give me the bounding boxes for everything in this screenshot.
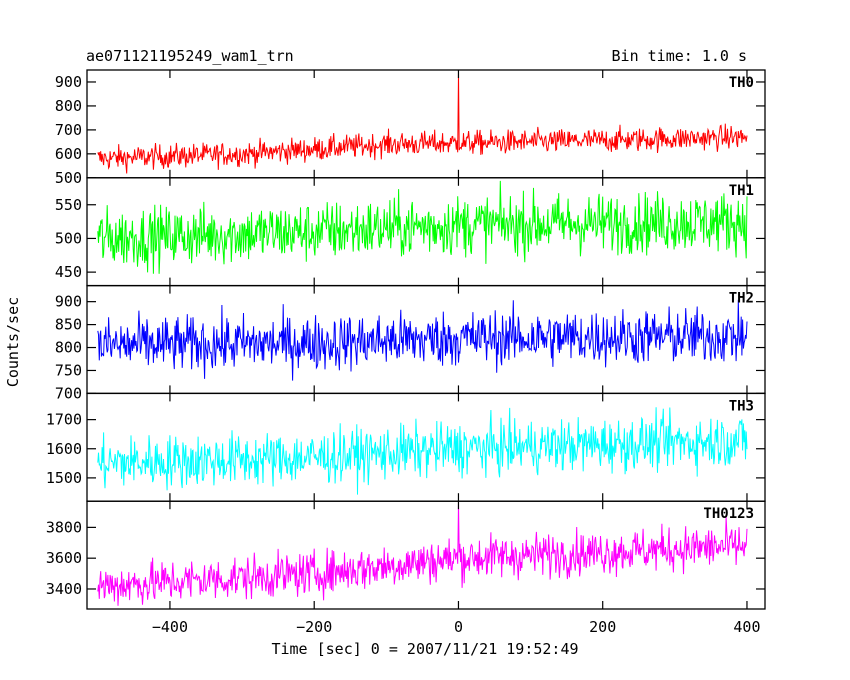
x-tick-label: −200: [296, 618, 332, 636]
y-tick-label: 900: [55, 73, 82, 91]
y-tick-label: 1600: [46, 440, 82, 458]
y-tick-label: 800: [55, 339, 82, 357]
panel-name-label: TH2: [729, 291, 754, 307]
panel-name-label: TH0123: [703, 506, 754, 522]
y-tick-label: 750: [55, 361, 82, 379]
panel-name-label: TH0: [729, 75, 754, 91]
y-tick-label: 800: [55, 97, 82, 115]
series-th0123: [97, 501, 748, 606]
panel-frame: [86, 500, 766, 610]
y-tick-label: 900: [55, 293, 82, 311]
series-th1: [97, 180, 748, 274]
y-axis-title: Counts/sec: [4, 297, 22, 387]
panel-name-label: TH3: [729, 398, 754, 414]
panel-th3: 1500 1600 1700 TH3: [46, 392, 766, 502]
x-tick-label: 200: [589, 618, 616, 636]
y-tick-label: 850: [55, 316, 82, 334]
panel-th1: 450 500 550 TH1: [55, 177, 766, 287]
y-tick-label: 3800: [46, 518, 82, 536]
series-th0: [97, 71, 748, 174]
x-tick-label: 400: [733, 618, 760, 636]
y-tick-label: 450: [55, 263, 82, 281]
y-tick-label: 3400: [46, 580, 82, 598]
y-tick-label: 700: [55, 121, 82, 139]
y-tick-label: 700: [55, 384, 82, 402]
y-tick-label: 550: [55, 196, 82, 214]
x-axis: −400 −200 0 200 400: [152, 618, 761, 636]
chart-title: ae071121195249_wam1_trn: [86, 47, 294, 65]
y-tick-label: 1700: [46, 411, 82, 429]
x-tick-label: 0: [454, 618, 463, 636]
panel-th0: 500 600 700 800 900 TH0: [55, 69, 766, 187]
series-th2: [97, 299, 748, 381]
panel-th0123: 3400 3600 3800 TH0123: [46, 500, 766, 610]
y-tick-label: 3600: [46, 549, 82, 567]
panel-name-label: TH1: [729, 183, 754, 199]
bin-time-label: Bin time: 1.0 s: [612, 47, 747, 65]
x-axis-title: Time [sec] 0 = 2007/11/21 19:52:49: [271, 640, 578, 658]
series-th3: [97, 407, 748, 495]
y-tick-label: 1500: [46, 469, 82, 487]
panel-th2: 700 750 800 850 900 TH2: [55, 284, 766, 402]
y-tick-label: 500: [55, 169, 82, 187]
y-tick-label: 600: [55, 145, 82, 163]
panel-group: 500 600 700 800 900 TH0 450 500 550 TH1 700 750 800 8…: [46, 69, 766, 610]
y-tick-label: 500: [55, 229, 82, 247]
x-tick-label: −400: [152, 618, 188, 636]
